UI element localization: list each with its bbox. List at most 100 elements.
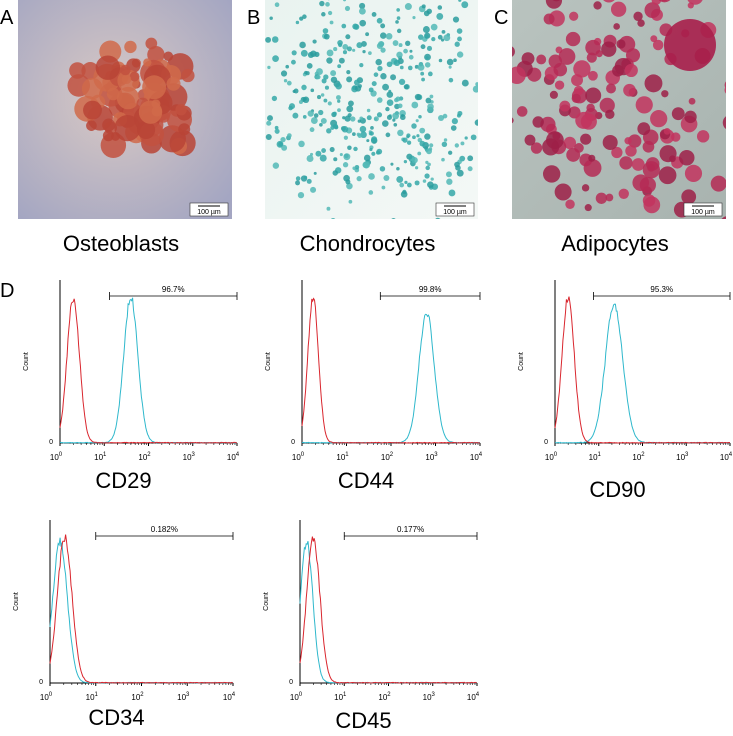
cell [505,39,510,44]
cell [438,115,444,121]
cell [443,34,450,41]
cell [582,184,589,191]
tick-exponent: 2 [641,452,645,458]
cell [406,133,410,137]
tick-exponent: 2 [387,692,391,698]
cell [485,110,490,115]
tick-exponent: 1 [95,692,99,698]
cell [685,165,702,182]
cell [272,36,279,43]
cell [310,50,317,57]
cell [333,112,337,116]
y-label: Count [265,352,272,371]
cell [337,100,340,103]
cell [397,29,401,33]
cell [566,32,580,46]
cell [455,143,459,147]
cell [448,151,452,155]
y-label: Count [13,592,20,611]
cell [333,170,338,175]
cell [291,60,296,65]
cell [536,55,546,65]
cell [347,145,352,150]
panel-caption: Chondrocytes [300,231,436,256]
cell [326,57,332,63]
cell [585,87,601,103]
cell [399,79,405,85]
cell [606,194,614,202]
x-tick-label: 102 [131,692,144,702]
cell [370,126,374,130]
cell [507,117,513,123]
cell [314,172,317,175]
cell [462,80,469,87]
cell [337,40,343,46]
histogram-curve [302,299,480,444]
cell [359,8,366,15]
cell [369,190,374,195]
cell [69,62,86,79]
cell [412,16,415,19]
y-label: Count [518,352,525,371]
cell [396,167,400,171]
panel-letter: A [0,7,14,29]
cell [354,80,360,86]
cell [428,72,433,77]
cell [323,28,329,34]
cell [142,75,166,99]
micrograph: 100 µm [480,0,733,253]
cell [380,166,385,171]
cell [391,218,396,223]
cell [236,163,243,170]
cell [426,56,429,59]
cell [258,190,264,196]
cell [532,116,543,127]
cell [328,11,332,15]
y-zero: 0 [291,439,295,446]
cell [380,73,386,79]
histogram-curve [50,535,233,683]
cell [396,176,403,183]
histogram-curve [60,299,237,443]
cell [145,38,157,50]
tick-exponent: 0 [299,692,303,698]
cell [447,59,454,66]
cell [453,16,459,22]
cell [425,62,431,68]
marker-name: CD44 [338,468,394,493]
cell [661,90,668,97]
cell [379,42,384,47]
cell [624,137,631,144]
tick-exponent: 4 [729,452,733,458]
cell [508,66,526,84]
cell [321,118,327,124]
cell [377,66,382,71]
cell [321,12,326,17]
cell [457,28,463,34]
gate-label: 0.182% [151,525,178,534]
cell [424,133,430,139]
cell [681,189,696,204]
cell [347,46,352,51]
cell [461,1,468,8]
cell [387,99,394,106]
cell [346,105,353,112]
cell [312,39,316,43]
x-tick-label: 102 [138,452,151,462]
cell [393,123,397,127]
cell [327,207,331,211]
cell [405,3,412,10]
cell [396,8,400,12]
marker-name: CD45 [335,708,391,731]
cell [374,117,377,120]
cell [550,91,558,99]
y-label: Count [263,592,270,611]
cell [405,41,410,46]
cell [408,66,413,71]
cell [315,151,321,157]
cell [446,171,452,177]
cell [555,80,564,89]
cell [345,179,350,184]
cell [546,131,564,149]
cell [325,2,330,7]
